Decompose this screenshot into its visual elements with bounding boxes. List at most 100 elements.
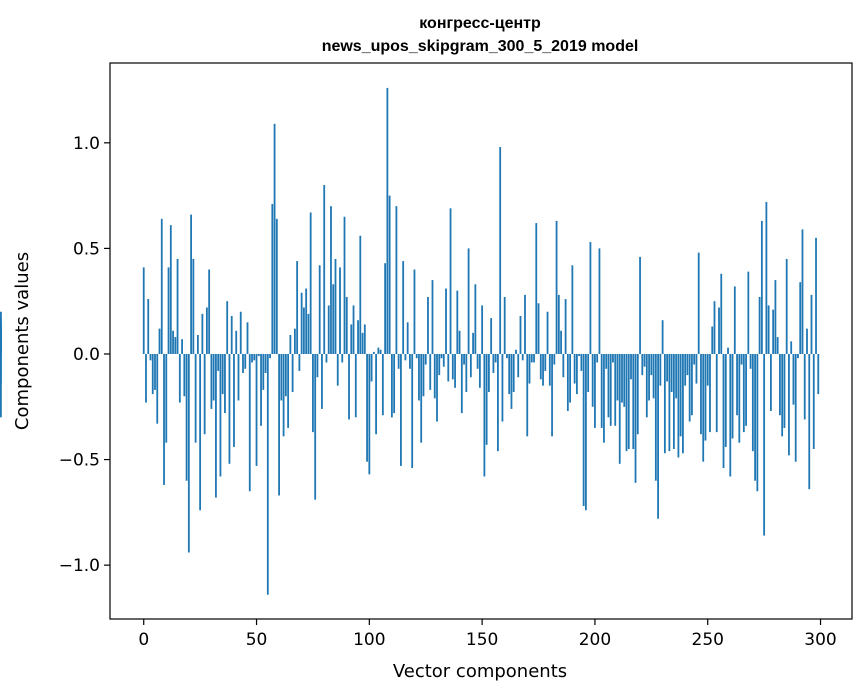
bar xyxy=(404,353,407,361)
bar xyxy=(582,353,585,507)
bar xyxy=(634,353,637,483)
bar xyxy=(781,353,784,437)
bar xyxy=(539,353,542,380)
bar xyxy=(354,353,357,418)
bar xyxy=(652,353,655,399)
bar xyxy=(208,269,211,354)
bar xyxy=(792,353,795,405)
bar xyxy=(303,307,305,354)
bar xyxy=(512,353,515,392)
bar xyxy=(248,353,251,492)
bar xyxy=(280,353,283,401)
bar xyxy=(384,263,387,354)
bar xyxy=(751,353,754,452)
bar xyxy=(181,339,183,354)
bar xyxy=(551,353,553,437)
bar xyxy=(388,195,391,354)
bar xyxy=(530,353,533,363)
bar xyxy=(239,311,242,354)
bar xyxy=(154,353,156,390)
bar xyxy=(156,353,159,424)
bar xyxy=(201,313,204,354)
bar xyxy=(596,353,599,363)
bar xyxy=(145,353,147,403)
bar xyxy=(591,353,594,407)
bar xyxy=(314,353,317,500)
bar xyxy=(519,315,522,354)
bar xyxy=(178,353,181,403)
bar xyxy=(460,353,463,414)
bar xyxy=(790,341,793,354)
x-tick-label: 300 xyxy=(804,630,836,650)
bar xyxy=(167,267,170,354)
bar xyxy=(564,299,567,354)
bar xyxy=(169,225,172,354)
bar xyxy=(758,296,761,354)
bar xyxy=(217,353,220,371)
bar xyxy=(612,353,614,363)
bar xyxy=(278,353,280,496)
bar xyxy=(318,265,321,354)
bar xyxy=(506,353,508,359)
bar xyxy=(368,353,371,475)
bar xyxy=(334,258,337,354)
bar xyxy=(323,185,326,354)
bar xyxy=(312,353,314,433)
bar xyxy=(438,353,441,376)
bar xyxy=(289,334,292,354)
bar xyxy=(341,353,344,363)
bar xyxy=(546,311,549,354)
bar xyxy=(553,353,556,365)
bar xyxy=(501,353,504,422)
bar xyxy=(185,353,188,481)
bar xyxy=(187,353,190,553)
x-axis-label: Vector components xyxy=(393,661,567,682)
bar xyxy=(183,353,186,397)
bar xyxy=(160,218,163,354)
bar xyxy=(492,353,495,373)
bar xyxy=(659,353,662,386)
bar xyxy=(269,353,271,359)
bar xyxy=(422,353,425,397)
bar xyxy=(275,218,278,354)
bar xyxy=(779,353,781,416)
bar xyxy=(693,353,696,365)
bar xyxy=(257,353,260,357)
bar xyxy=(711,326,714,354)
bar xyxy=(409,353,411,369)
bar xyxy=(806,328,808,354)
bar xyxy=(363,324,366,354)
bar xyxy=(296,261,299,354)
bar xyxy=(812,353,815,450)
bar xyxy=(494,353,497,363)
bar xyxy=(709,353,711,433)
bar xyxy=(668,353,671,452)
y-tick-label: −0.5 xyxy=(59,451,100,471)
bar xyxy=(366,353,368,462)
bar xyxy=(273,123,276,354)
bar xyxy=(562,353,565,378)
chart-title: конгресс-центр xyxy=(419,15,541,32)
bar xyxy=(196,334,199,354)
bar xyxy=(517,353,520,378)
bar xyxy=(483,353,486,477)
bar xyxy=(487,353,490,392)
bar xyxy=(478,353,481,388)
bar xyxy=(801,229,804,354)
bar xyxy=(224,353,226,414)
bar xyxy=(372,351,375,354)
bar xyxy=(472,332,474,354)
bar xyxy=(305,288,308,354)
bar xyxy=(700,353,702,435)
bar xyxy=(571,265,574,354)
bar xyxy=(348,353,350,420)
bar xyxy=(237,353,240,401)
bar xyxy=(199,353,202,511)
bar xyxy=(298,353,301,371)
bar xyxy=(255,353,258,466)
bar xyxy=(350,324,353,354)
bar xyxy=(557,294,560,354)
bar xyxy=(609,353,612,426)
bar xyxy=(424,353,427,365)
